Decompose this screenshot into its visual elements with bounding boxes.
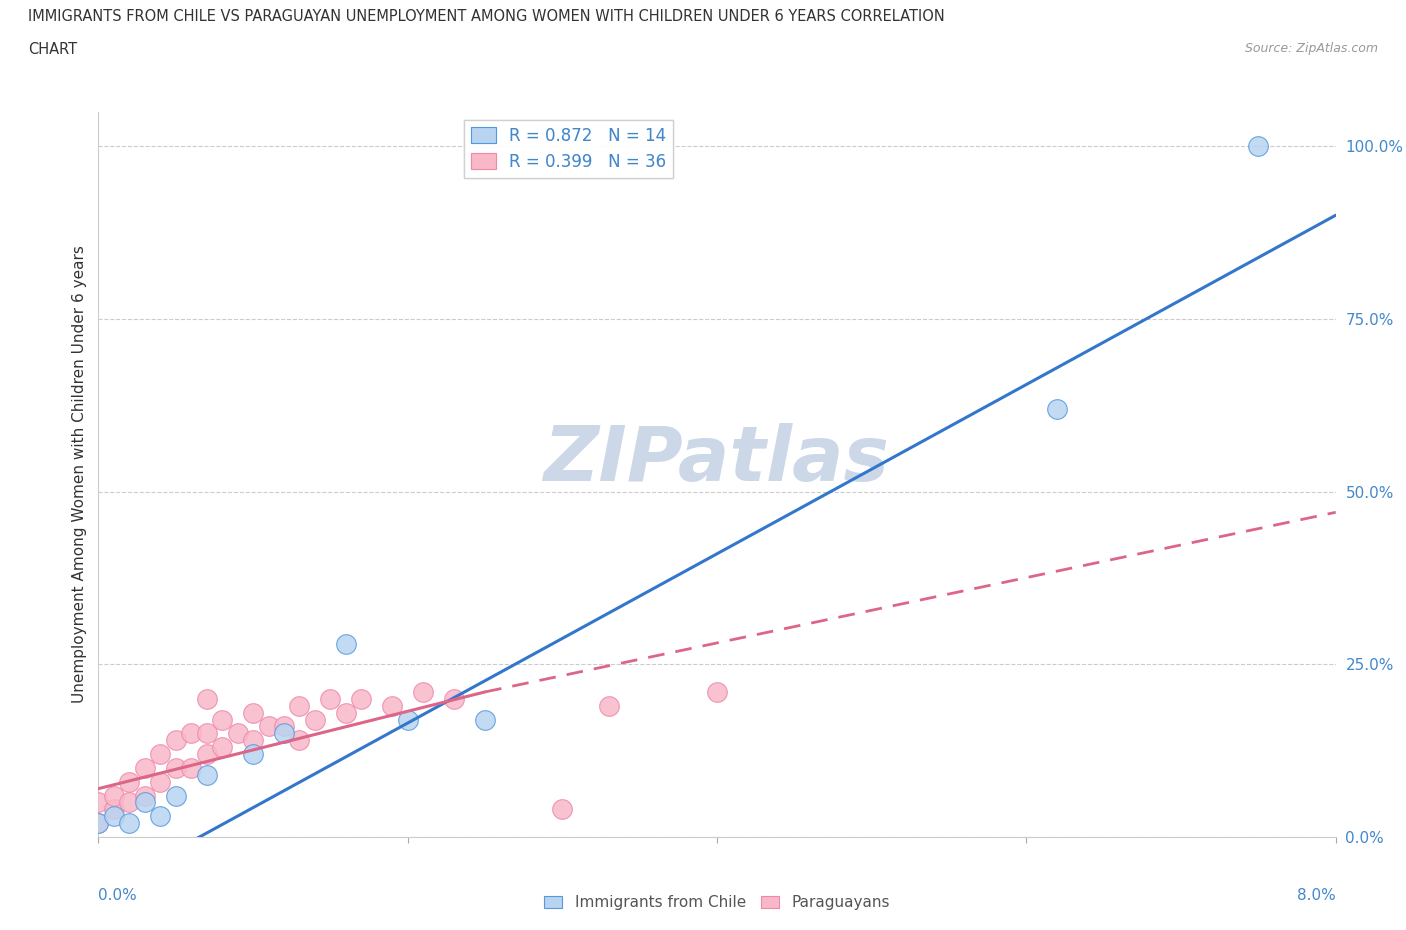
Point [273, 726, 295, 741]
Point [87, 816, 110, 830]
Point [257, 719, 280, 734]
Point [396, 712, 419, 727]
Point [304, 712, 326, 727]
Point [134, 761, 156, 776]
Point [381, 698, 404, 713]
Point [242, 705, 264, 720]
Point [288, 698, 311, 713]
Point [87, 795, 110, 810]
Point [118, 816, 141, 830]
Point [134, 795, 156, 810]
Legend: R = 0.872   N = 14, R = 0.399   N = 36: R = 0.872 N = 14, R = 0.399 N = 36 [464, 120, 673, 178]
Point [335, 705, 357, 720]
Point [412, 684, 434, 699]
Point [195, 726, 218, 741]
Point [273, 719, 295, 734]
Y-axis label: Unemployment Among Women with Children Under 6 years: Unemployment Among Women with Children U… [72, 246, 87, 703]
Point [180, 726, 202, 741]
Point [149, 747, 172, 762]
Point [242, 747, 264, 762]
Point [226, 726, 249, 741]
Point [134, 788, 156, 803]
Point [443, 691, 465, 706]
Text: ZIPatlas: ZIPatlas [544, 423, 890, 497]
Point [195, 767, 218, 782]
Point [118, 775, 141, 790]
Point [195, 747, 218, 762]
Point [118, 795, 141, 810]
Point [706, 684, 728, 699]
Point [149, 775, 172, 790]
Point [1247, 139, 1270, 153]
Point [288, 733, 311, 748]
Point [103, 802, 125, 817]
Point [598, 698, 620, 713]
Text: 8.0%: 8.0% [1296, 888, 1336, 903]
Text: 0.0%: 0.0% [98, 888, 138, 903]
Point [242, 733, 264, 748]
Point [1046, 401, 1069, 416]
Point [350, 691, 373, 706]
Text: Source: ZipAtlas.com: Source: ZipAtlas.com [1244, 42, 1378, 55]
Point [211, 712, 233, 727]
Point [165, 733, 187, 748]
Point [165, 761, 187, 776]
Point [103, 809, 125, 824]
Point [87, 816, 110, 830]
Point [211, 739, 233, 754]
Point [149, 809, 172, 824]
Text: CHART: CHART [28, 42, 77, 57]
Point [180, 761, 202, 776]
Point [195, 691, 218, 706]
Point [319, 691, 342, 706]
Point [474, 712, 496, 727]
Point [103, 788, 125, 803]
Point [165, 788, 187, 803]
Point [551, 802, 574, 817]
Point [335, 636, 357, 651]
Text: IMMIGRANTS FROM CHILE VS PARAGUAYAN UNEMPLOYMENT AMONG WOMEN WITH CHILDREN UNDER: IMMIGRANTS FROM CHILE VS PARAGUAYAN UNEM… [28, 9, 945, 24]
